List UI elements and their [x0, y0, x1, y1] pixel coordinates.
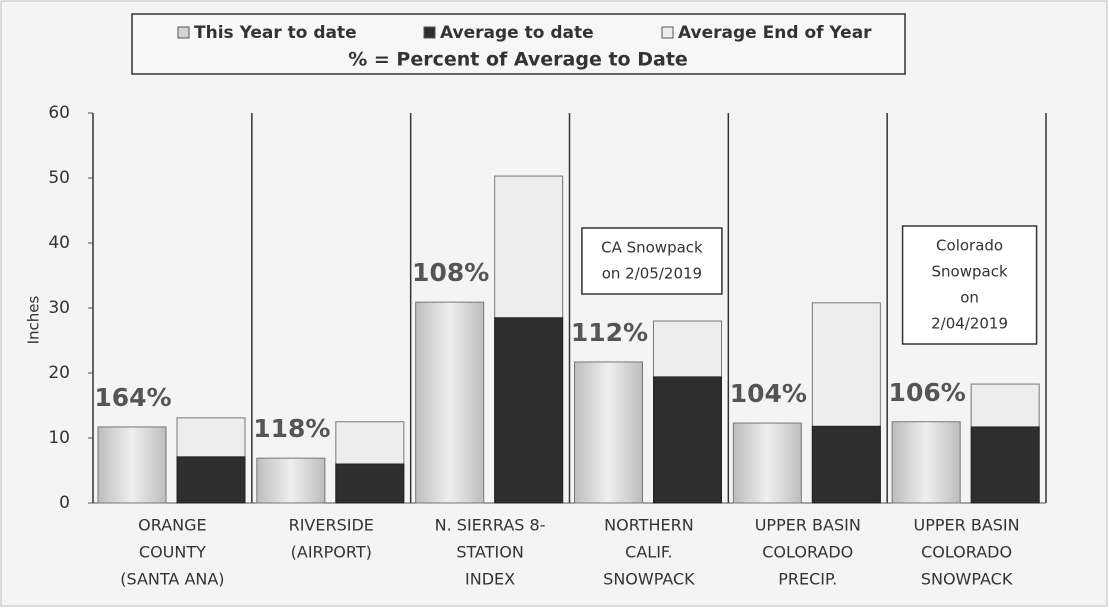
percent-label: 104%	[730, 379, 807, 408]
bar	[891, 421, 961, 504]
x-tick-label: N. SIERRAS 8-	[435, 516, 546, 535]
y-tick-label: 0	[59, 493, 70, 513]
x-tick-label: CALIF.	[625, 543, 672, 562]
percent-label: 164%	[94, 383, 171, 412]
y-tick-label: 30	[48, 298, 70, 318]
percent-label: 118%	[253, 414, 330, 443]
legend-swatch	[661, 26, 674, 39]
annotation-text: on 2/05/2019	[602, 265, 702, 283]
bar	[256, 457, 326, 504]
annotation-text: Colorado	[936, 237, 1003, 255]
bar	[970, 426, 1040, 504]
bar	[494, 317, 564, 504]
x-tick-label: STATION	[456, 543, 523, 562]
annotation-text: Snowpack	[932, 263, 1008, 281]
legend-swatch	[177, 26, 190, 39]
percent-label: 108%	[412, 258, 489, 287]
x-tick-label: COUNTY	[139, 543, 206, 562]
y-tick-label: 50	[48, 168, 70, 188]
x-tick-label: UPPER BASIN	[914, 516, 1020, 535]
percent-label: 112%	[571, 318, 648, 347]
x-tick-label: INDEX	[465, 570, 515, 589]
y-tick-label: 60	[48, 103, 70, 123]
bar	[732, 422, 802, 504]
y-tick-label: 10	[48, 428, 70, 448]
legend-title: % = Percent of Average to Date	[348, 49, 688, 71]
x-tick-label: COLORADO	[921, 543, 1012, 562]
legend-label: Average to date	[440, 23, 594, 43]
x-tick-label: COLORADO	[762, 543, 853, 562]
annotation-text: 2/04/2019	[931, 315, 1008, 333]
annotation-text: on	[960, 289, 979, 307]
x-tick-label: (AIRPORT)	[291, 543, 372, 562]
y-axis-label: Inches	[25, 295, 43, 344]
legend-label: Average End of Year	[678, 23, 872, 43]
legend-label: This Year to date	[194, 23, 357, 43]
x-tick-label: PRECIP.	[778, 570, 837, 589]
legend-swatch	[423, 26, 436, 39]
bar	[415, 301, 485, 504]
bar	[811, 425, 881, 504]
y-tick-label: 20	[48, 363, 70, 383]
x-tick-label: NORTHERN	[604, 516, 694, 535]
bar	[97, 426, 167, 504]
annotation-box	[901, 225, 1038, 345]
bar	[574, 361, 643, 504]
x-tick-label: SNOWPACK	[921, 570, 1013, 589]
x-tick-label: RIVERSIDE	[289, 516, 374, 535]
legend-box	[131, 13, 906, 75]
annotation-box	[581, 227, 723, 295]
annotation-text: CA Snowpack	[601, 239, 703, 257]
x-tick-label: (SANTA ANA)	[120, 570, 224, 589]
bar	[335, 463, 405, 504]
bar	[176, 456, 246, 504]
bar	[653, 376, 722, 504]
percent-label: 106%	[889, 378, 966, 407]
x-tick-label: ORANGE	[138, 516, 206, 535]
x-tick-label: SNOWPACK	[603, 570, 695, 589]
y-tick-label: 40	[48, 233, 70, 253]
x-tick-label: UPPER BASIN	[755, 516, 861, 535]
